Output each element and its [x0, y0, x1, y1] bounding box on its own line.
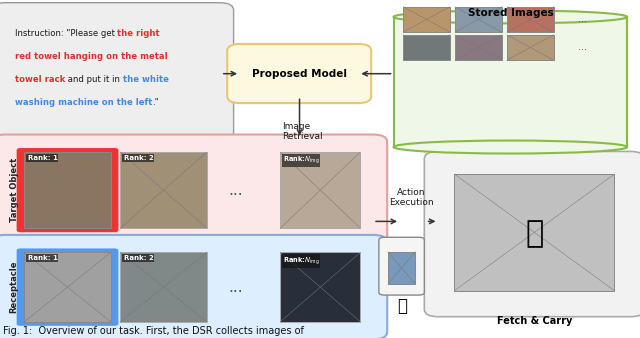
Text: the white: the white — [123, 75, 168, 84]
Text: 👆: 👆 — [397, 297, 407, 315]
Text: Rank: 2: Rank: 2 — [124, 155, 153, 161]
FancyBboxPatch shape — [424, 151, 640, 317]
Bar — [120, 152, 207, 228]
Ellipse shape — [394, 10, 627, 23]
Bar — [388, 252, 415, 284]
FancyBboxPatch shape — [0, 235, 387, 338]
Text: Rank:$N_\mathrm{img}$: Rank:$N_\mathrm{img}$ — [283, 255, 319, 267]
FancyBboxPatch shape — [227, 44, 371, 103]
Bar — [507, 7, 554, 32]
Bar — [403, 7, 450, 32]
FancyBboxPatch shape — [379, 237, 424, 295]
Text: ...: ... — [228, 280, 243, 295]
Text: .": ." — [152, 98, 159, 107]
Text: Fetch & Carry: Fetch & Carry — [497, 316, 572, 326]
FancyBboxPatch shape — [0, 3, 234, 144]
Text: red towel hanging on the metal: red towel hanging on the metal — [15, 52, 167, 61]
Text: Rank: 2: Rank: 2 — [124, 255, 153, 261]
Text: Rank: 1: Rank: 1 — [28, 155, 58, 161]
Text: Target Object: Target Object — [10, 158, 19, 222]
FancyBboxPatch shape — [17, 248, 118, 326]
Text: ...: ... — [577, 43, 587, 52]
Bar — [455, 7, 502, 32]
Bar — [24, 252, 111, 322]
Text: and put it in: and put it in — [65, 75, 123, 84]
Text: Receptacle: Receptacle — [10, 261, 19, 313]
Text: Rank: 1: Rank: 1 — [28, 255, 58, 261]
Bar — [507, 35, 554, 60]
Bar — [24, 152, 111, 228]
Bar — [455, 35, 502, 60]
Bar — [120, 252, 207, 322]
Text: Instruction: "Please get: Instruction: "Please get — [15, 29, 118, 38]
Text: Proposed Model: Proposed Model — [252, 69, 347, 78]
Bar — [394, 17, 627, 147]
FancyBboxPatch shape — [0, 135, 387, 246]
Bar — [280, 152, 360, 228]
Text: towel rack: towel rack — [15, 75, 65, 84]
Text: Rank:$N_\mathrm{img}$: Rank:$N_\mathrm{img}$ — [283, 155, 319, 166]
Bar — [280, 252, 360, 322]
Ellipse shape — [394, 141, 627, 153]
Text: Fig. 1:  Overview of our task. First, the DSR collects images of: Fig. 1: Overview of our task. First, the… — [3, 326, 304, 336]
Text: Action
Execution: Action Execution — [389, 188, 434, 208]
Text: washing machine on the left: washing machine on the left — [15, 98, 152, 107]
Text: the right: the right — [118, 29, 160, 38]
Text: Stored Images: Stored Images — [468, 8, 553, 18]
Bar — [395, 141, 626, 147]
Bar — [454, 174, 614, 291]
FancyBboxPatch shape — [17, 148, 118, 232]
Text: Image
Retrieval: Image Retrieval — [282, 122, 323, 141]
Text: ...: ... — [577, 15, 587, 24]
Text: 🤖: 🤖 — [525, 220, 543, 248]
Bar — [403, 35, 450, 60]
Text: ...: ... — [228, 183, 243, 198]
